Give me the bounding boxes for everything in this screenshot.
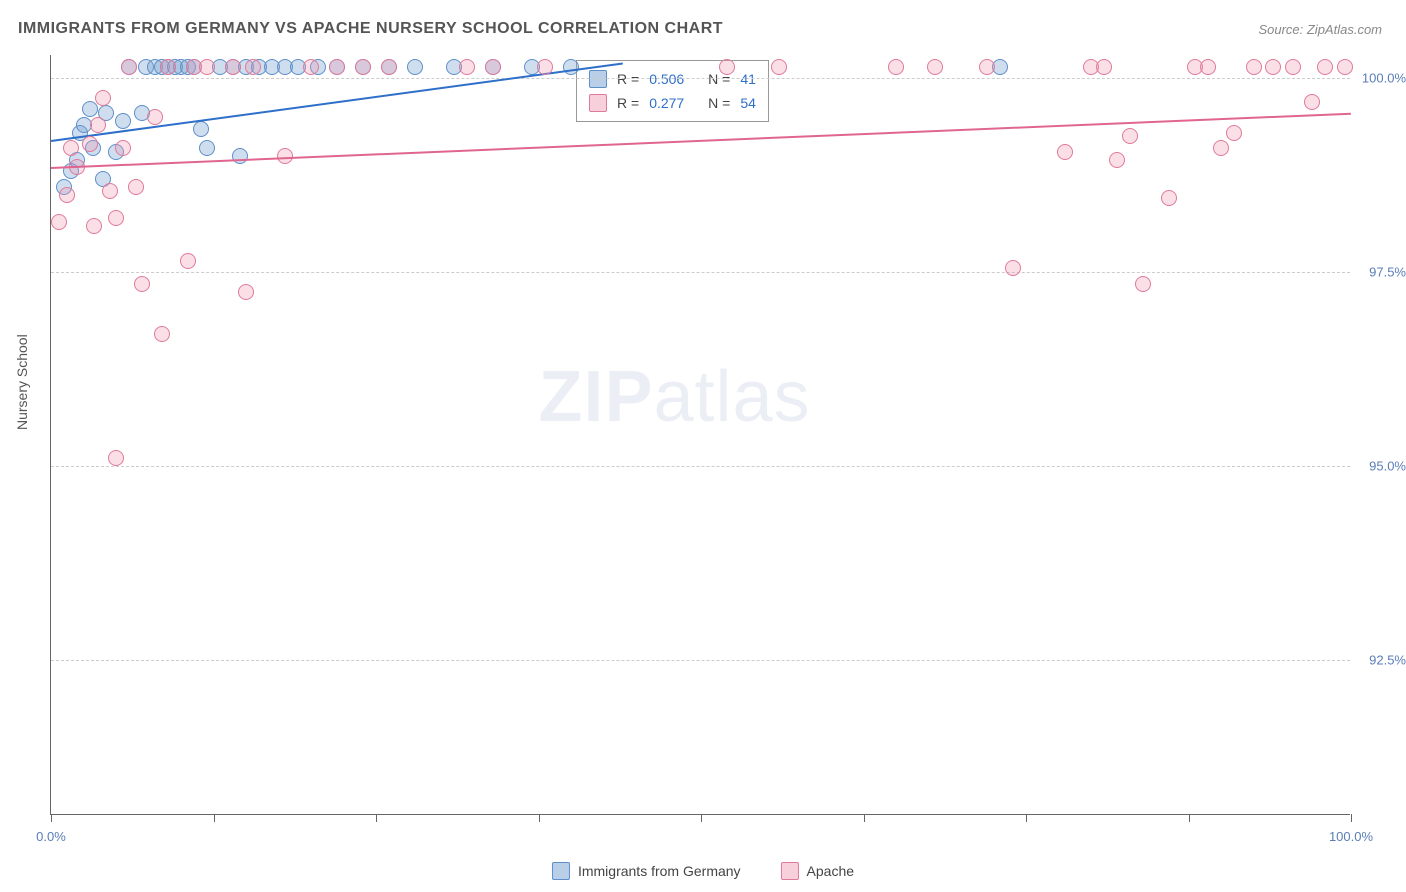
data-point-pink — [1317, 59, 1333, 75]
data-point-pink — [147, 109, 163, 125]
data-point-blue — [193, 121, 209, 137]
legend-label-blue: Immigrants from Germany — [578, 863, 741, 879]
gridline-h — [51, 272, 1350, 273]
stats-row-pink: R = 0.277 N = 54 — [589, 91, 756, 115]
data-point-pink — [303, 59, 319, 75]
xtick — [864, 814, 865, 822]
xtick — [539, 814, 540, 822]
data-point-pink — [154, 326, 170, 342]
data-point-pink — [1161, 190, 1177, 206]
data-point-pink — [90, 117, 106, 133]
data-point-pink — [1057, 144, 1073, 160]
ytick-label: 100.0% — [1362, 71, 1406, 86]
data-point-pink — [95, 90, 111, 106]
xtick-label-min: 0.0% — [36, 829, 66, 844]
data-point-pink — [888, 59, 904, 75]
data-point-pink — [63, 140, 79, 156]
ytick-label: 97.5% — [1369, 265, 1406, 280]
xtick — [1351, 814, 1352, 822]
data-point-blue — [232, 148, 248, 164]
xtick — [214, 814, 215, 822]
xtick — [701, 814, 702, 822]
data-point-pink — [238, 284, 254, 300]
data-point-pink — [1109, 152, 1125, 168]
data-point-blue — [199, 140, 215, 156]
data-point-blue — [115, 113, 131, 129]
legend-item-blue: Immigrants from Germany — [552, 862, 741, 880]
data-point-pink — [121, 59, 137, 75]
data-point-blue — [82, 101, 98, 117]
n-value-pink: 54 — [740, 91, 756, 115]
data-point-pink — [128, 179, 144, 195]
data-point-pink — [1200, 59, 1216, 75]
data-point-pink — [108, 450, 124, 466]
data-point-pink — [1246, 59, 1262, 75]
data-point-pink — [86, 218, 102, 234]
data-point-pink — [277, 148, 293, 164]
watermark: ZIPatlas — [538, 356, 810, 438]
data-point-pink — [1337, 59, 1353, 75]
data-point-pink — [199, 59, 215, 75]
data-point-pink — [719, 59, 735, 75]
data-point-pink — [108, 210, 124, 226]
gridline-h — [51, 78, 1350, 79]
data-point-pink — [537, 59, 553, 75]
data-point-pink — [1285, 59, 1301, 75]
data-point-blue — [407, 59, 423, 75]
data-point-pink — [102, 183, 118, 199]
data-point-pink — [59, 187, 75, 203]
legend-label-pink: Apache — [807, 863, 854, 879]
legend-swatch-blue-icon — [552, 862, 570, 880]
source-attribution: Source: ZipAtlas.com — [1258, 22, 1382, 37]
trendline-blue — [51, 63, 623, 143]
data-point-pink — [459, 59, 475, 75]
data-point-pink — [329, 59, 345, 75]
data-point-pink — [245, 59, 261, 75]
data-point-pink — [927, 59, 943, 75]
data-point-pink — [82, 136, 98, 152]
plot-area: ZIPatlas R = 0.506 N = 41 R = 0.277 N = … — [50, 55, 1350, 815]
data-point-pink — [979, 59, 995, 75]
stats-legend: R = 0.506 N = 41 R = 0.277 N = 54 — [576, 60, 769, 122]
xtick — [51, 814, 52, 822]
gridline-h — [51, 466, 1350, 467]
y-axis-title: Nursery School — [14, 334, 30, 430]
data-point-pink — [381, 59, 397, 75]
ytick-label: 92.5% — [1369, 652, 1406, 667]
data-point-pink — [115, 140, 131, 156]
r-value-pink: 0.277 — [649, 91, 684, 115]
data-point-pink — [1135, 276, 1151, 292]
xtick — [1189, 814, 1190, 822]
swatch-pink-icon — [589, 94, 607, 112]
data-point-pink — [1304, 94, 1320, 110]
data-point-pink — [1005, 260, 1021, 276]
data-point-pink — [1213, 140, 1229, 156]
ytick-label: 95.0% — [1369, 459, 1406, 474]
data-point-pink — [180, 253, 196, 269]
bottom-legend: Immigrants from Germany Apache — [552, 862, 854, 880]
chart-title: IMMIGRANTS FROM GERMANY VS APACHE NURSER… — [18, 20, 723, 38]
data-point-pink — [1226, 125, 1242, 141]
data-point-pink — [355, 59, 371, 75]
data-point-pink — [1265, 59, 1281, 75]
data-point-pink — [134, 276, 150, 292]
legend-item-pink: Apache — [781, 862, 854, 880]
data-point-pink — [160, 59, 176, 75]
data-point-pink — [1096, 59, 1112, 75]
data-point-pink — [771, 59, 787, 75]
xtick-label-max: 100.0% — [1329, 829, 1373, 844]
xtick — [376, 814, 377, 822]
data-point-pink — [1122, 128, 1138, 144]
data-point-pink — [51, 214, 67, 230]
legend-swatch-pink-icon — [781, 862, 799, 880]
data-point-pink — [225, 59, 241, 75]
gridline-h — [51, 660, 1350, 661]
xtick — [1026, 814, 1027, 822]
data-point-pink — [485, 59, 501, 75]
